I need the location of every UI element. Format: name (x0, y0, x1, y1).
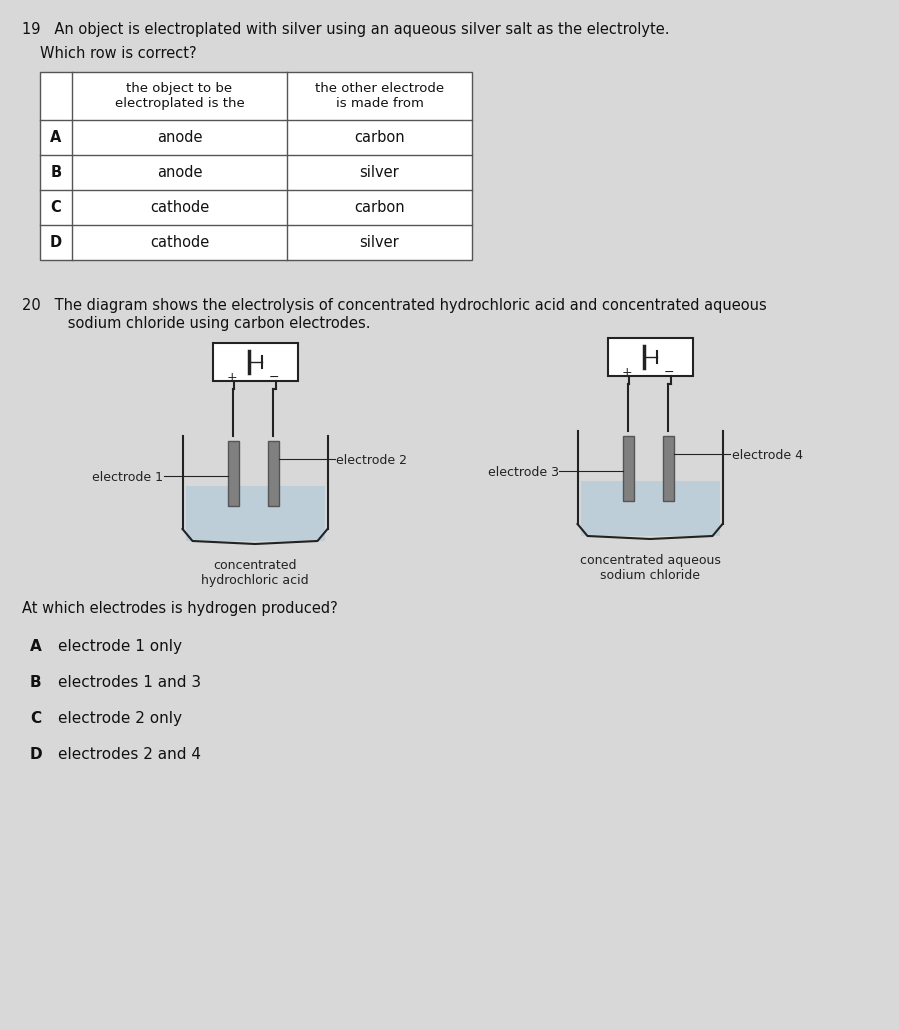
Bar (622, 436, 634, 501)
Bar (40, 72, 472, 260)
Text: the other electrode
is made from: the other electrode is made from (315, 82, 444, 110)
Text: electrode 4: electrode 4 (732, 449, 803, 462)
Text: +: + (622, 366, 632, 379)
Text: electrodes 1 and 3: electrodes 1 and 3 (58, 675, 201, 690)
Text: electrode 1: electrode 1 (93, 471, 164, 484)
Text: B: B (30, 675, 41, 690)
Text: B: B (50, 165, 61, 180)
Text: anode: anode (156, 130, 202, 145)
Text: cathode: cathode (150, 200, 209, 215)
Text: A: A (30, 639, 41, 654)
Text: silver: silver (360, 235, 399, 250)
Text: At which electrodes is hydrogen produced?: At which electrodes is hydrogen produced… (22, 600, 338, 616)
Bar (268, 441, 279, 506)
Text: −: − (663, 366, 674, 379)
Text: anode: anode (156, 165, 202, 180)
Text: electrodes 2 and 4: electrodes 2 and 4 (58, 747, 201, 762)
Bar (608, 338, 692, 376)
Bar (185, 486, 325, 541)
Text: silver: silver (360, 165, 399, 180)
Text: cathode: cathode (150, 235, 209, 250)
Text: 20   The diagram shows the electrolysis of concentrated hydrochloric acid and co: 20 The diagram shows the electrolysis of… (22, 298, 767, 313)
Text: carbon: carbon (354, 130, 405, 145)
Text: D: D (50, 235, 62, 250)
Bar (581, 481, 719, 536)
Text: +: + (227, 371, 237, 384)
Bar (663, 436, 673, 501)
Bar (227, 441, 238, 506)
Text: D: D (30, 747, 42, 762)
Text: electrode 3: electrode 3 (487, 466, 558, 479)
Text: A: A (50, 130, 62, 145)
Text: carbon: carbon (354, 200, 405, 215)
Text: −: − (269, 371, 280, 384)
Text: electrode 2 only: electrode 2 only (58, 711, 182, 726)
Text: electrode 2: electrode 2 (336, 454, 407, 467)
Bar (212, 343, 298, 381)
Text: electrode 1 only: electrode 1 only (58, 639, 182, 654)
Text: C: C (50, 200, 61, 215)
Text: C: C (30, 711, 41, 726)
Text: Which row is correct?: Which row is correct? (40, 46, 197, 61)
Text: the object to be
electroplated is the: the object to be electroplated is the (115, 82, 245, 110)
Text: 19   An object is electroplated with silver using an aqueous silver salt as the : 19 An object is electroplated with silve… (22, 22, 670, 37)
Text: concentrated aqueous
sodium chloride: concentrated aqueous sodium chloride (580, 554, 720, 582)
Text: concentrated
hydrochloric acid: concentrated hydrochloric acid (201, 559, 309, 587)
Text: sodium chloride using carbon electrodes.: sodium chloride using carbon electrodes. (40, 316, 370, 331)
